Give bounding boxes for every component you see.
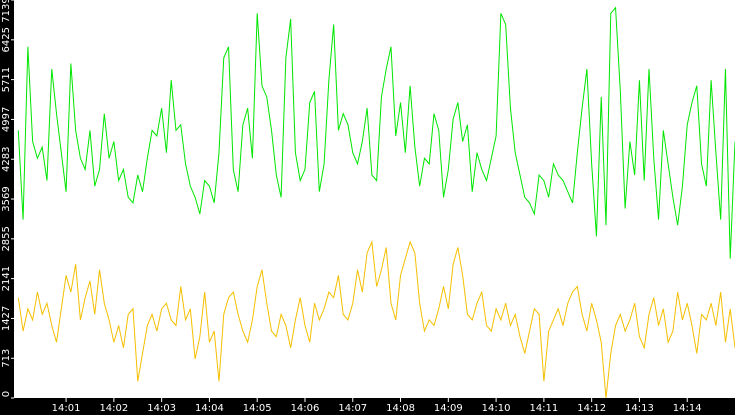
x-tick-label: 14:13 [625, 403, 654, 414]
y-tick-label: 1427 [1, 306, 12, 331]
x-tick-label: 14:05 [243, 403, 272, 414]
x-tick-label: 14:11 [529, 403, 558, 414]
x-tick-label: 14:14 [673, 403, 702, 414]
plot-area [14, 0, 735, 398]
x-tick-label: 14:10 [482, 403, 511, 414]
x-tick-label: 14:02 [99, 403, 128, 414]
series-line [17, 239, 735, 399]
x-tick-label: 14:03 [147, 403, 176, 414]
x-tick-label: 14:04 [195, 403, 224, 414]
x-tick-label: 14:07 [338, 403, 367, 414]
y-tick-label: 4283 [1, 146, 12, 171]
y-tick-label: 6425 [1, 27, 12, 52]
series-line [17, 6, 735, 259]
x-tick-label: 14:09 [434, 403, 463, 414]
y-tick-label: 713 [1, 349, 12, 368]
y-tick-label: 0 [1, 391, 12, 397]
y-tick-label: 2855 [1, 226, 12, 251]
x-tick-label: 14:01 [52, 403, 81, 414]
x-tick-label: 14:08 [386, 403, 415, 414]
y-tick-label: 3569 [1, 186, 12, 211]
y-tick-label: 4997 [1, 107, 12, 132]
y-tick-label: 5711 [1, 67, 12, 92]
x-tick-label: 14:06 [291, 403, 320, 414]
x-tick-label: 14:12 [577, 403, 606, 414]
y-tick-label: 7139 [1, 0, 12, 23]
y-tick-label: 2141 [1, 266, 12, 291]
